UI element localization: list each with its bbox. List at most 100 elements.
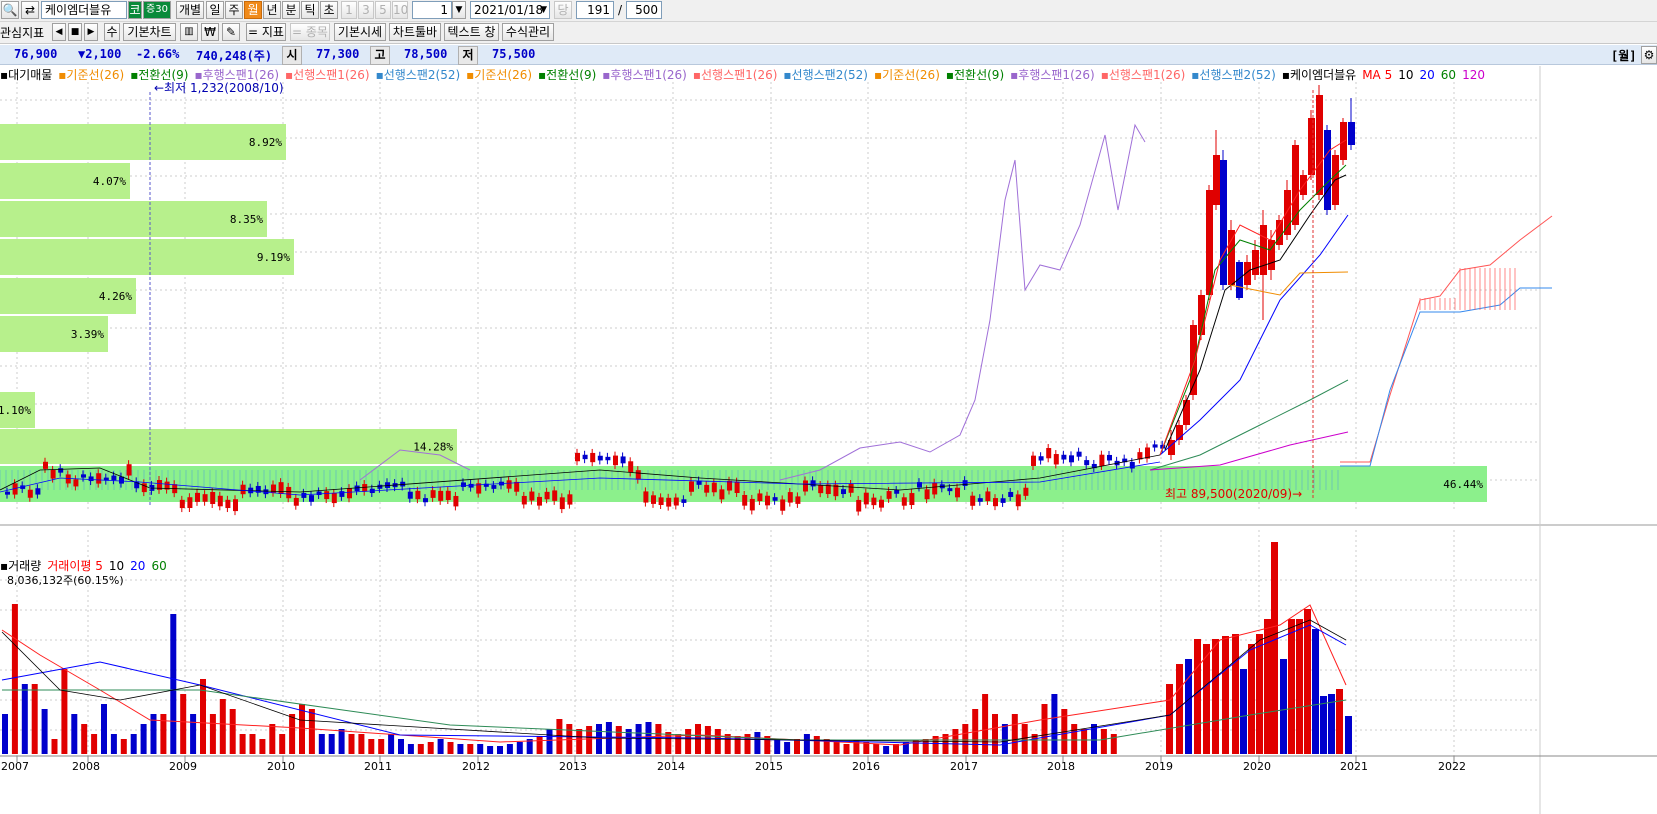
tab-individual[interactable]: 개별 — [176, 1, 204, 19]
volume-bar — [269, 724, 276, 754]
n-button-3[interactable]: 3 — [358, 1, 374, 19]
candle-body — [613, 455, 618, 466]
volume-bar — [932, 736, 939, 754]
candle-body — [894, 490, 900, 494]
n-button-5[interactable]: 5 — [375, 1, 391, 19]
chevron-down-icon[interactable]: ▼ — [452, 1, 466, 19]
x-axis-label: 2020 — [1243, 760, 1271, 773]
volume-bar — [1110, 734, 1117, 754]
candle-body — [491, 485, 497, 489]
candle-body — [582, 454, 588, 460]
candle-body — [909, 493, 915, 506]
chart-toolbar-button[interactable]: 차트툴바 — [389, 23, 441, 41]
swap-icon[interactable]: ⇄ — [21, 1, 39, 19]
tab-week[interactable]: 주 — [225, 1, 243, 19]
candle-body — [255, 485, 261, 493]
tab-tick[interactable]: 틱 — [301, 1, 319, 19]
candle-body — [673, 497, 679, 506]
x-axis-label: 2015 — [755, 760, 783, 773]
sort-button[interactable]: 수 — [104, 23, 120, 41]
price-legend-item: ▪전환선(9) — [538, 68, 597, 82]
volume-bar — [1304, 609, 1311, 754]
price-legend-item: ▪후행스팬1(26) — [194, 68, 280, 82]
candle-body — [1236, 262, 1243, 298]
candle-body — [719, 489, 725, 500]
won-button[interactable]: ₩ — [201, 23, 219, 41]
x-axis-label: 2018 — [1047, 760, 1075, 773]
count-input[interactable]: 191 — [576, 1, 614, 19]
price-legend-item: 20 — [1419, 68, 1435, 82]
basic-quote-button[interactable]: 기본시세 — [334, 23, 386, 41]
candle-body — [35, 488, 41, 495]
candle-body — [1276, 220, 1283, 245]
candle-body — [157, 480, 162, 490]
candle-body — [65, 474, 71, 484]
formula-manage-button[interactable]: 수식관리 — [502, 23, 554, 41]
basic-chart-button[interactable]: 기본차트 — [123, 23, 176, 41]
candle-body — [347, 488, 352, 499]
current-price: 76,900 — [14, 47, 58, 61]
price-legend-item: ▪선행스팬2(52) — [375, 68, 461, 82]
volume-profile-label: 3.39% — [71, 328, 104, 341]
tab-year[interactable]: 년 — [263, 1, 281, 19]
volume-profile-bar — [0, 163, 130, 199]
volume-bar — [685, 729, 692, 754]
volume-bar — [190, 714, 197, 754]
next-icon[interactable]: ▶ — [84, 23, 98, 41]
volume-bar — [774, 739, 781, 754]
total-input[interactable]: 500 — [626, 1, 662, 19]
high-price: 78,500 — [404, 47, 448, 61]
x-axis-label: 2007 — [1, 760, 29, 773]
candle-body — [339, 491, 345, 497]
leading-span-2-line — [1340, 287, 1552, 467]
volume-bar — [437, 739, 444, 754]
lagging-span-line-early — [359, 449, 471, 481]
tab-month[interactable]: 월 — [244, 1, 262, 19]
volume-bar — [477, 744, 484, 754]
volume-bar — [41, 709, 48, 754]
unit-input[interactable]: 1 — [412, 1, 452, 19]
volume-bar — [714, 729, 721, 754]
volume-bar — [229, 709, 236, 754]
candle-body — [445, 490, 451, 500]
current-date-button[interactable]: 당 — [554, 1, 572, 19]
candle-body — [1031, 455, 1036, 466]
date-input[interactable]: 2021/01/18 ▼ — [470, 1, 550, 19]
price-legend-item: 120 — [1462, 68, 1485, 82]
x-axis-label: 2010 — [267, 760, 295, 773]
tab-day[interactable]: 일 — [206, 1, 224, 19]
n-button-1[interactable]: 1 — [341, 1, 357, 19]
volume-profile-label: 4.07% — [93, 175, 126, 188]
candle-body — [757, 493, 763, 502]
indicator-label[interactable]: 관심지표 — [0, 26, 45, 40]
stock-name-input[interactable]: 케이엠더블유 — [41, 1, 127, 19]
candle-body — [749, 498, 755, 511]
volume-bar — [1264, 619, 1271, 754]
candle-body — [651, 495, 656, 504]
n-button-10[interactable]: 10 — [392, 1, 408, 19]
text-window-button[interactable]: 텍스트 창 — [444, 23, 499, 41]
bar-chart-icon[interactable]: ▥ — [180, 23, 198, 41]
volume-bar — [1288, 619, 1295, 754]
minus-indicator-button[interactable]: = 지표 — [246, 23, 286, 41]
candle-body — [863, 492, 869, 505]
volume-bar — [1280, 659, 1287, 754]
date-value: 2021/01/18 — [474, 3, 544, 17]
volume-bar — [922, 739, 929, 754]
candle-body — [1069, 455, 1074, 463]
prev-icon[interactable]: ◀ — [52, 23, 66, 41]
search-icon[interactable]: 🔍 — [1, 1, 19, 19]
price-legend-item: 10 — [1398, 68, 1414, 82]
gear-icon[interactable]: ⚙ — [1641, 46, 1657, 64]
volume-bar — [794, 739, 800, 754]
wrench-icon[interactable]: ✎ — [222, 23, 240, 41]
tab-second[interactable]: 초 — [320, 1, 338, 19]
x-axis-label: 2019 — [1145, 760, 1173, 773]
tab-minute[interactable]: 분 — [282, 1, 300, 19]
minus-stock-button[interactable]: = 종목 — [290, 23, 330, 41]
candle-body — [544, 491, 550, 500]
candle-body — [324, 491, 330, 500]
candle-body — [559, 497, 565, 510]
stop-icon[interactable]: ■ — [68, 23, 82, 41]
